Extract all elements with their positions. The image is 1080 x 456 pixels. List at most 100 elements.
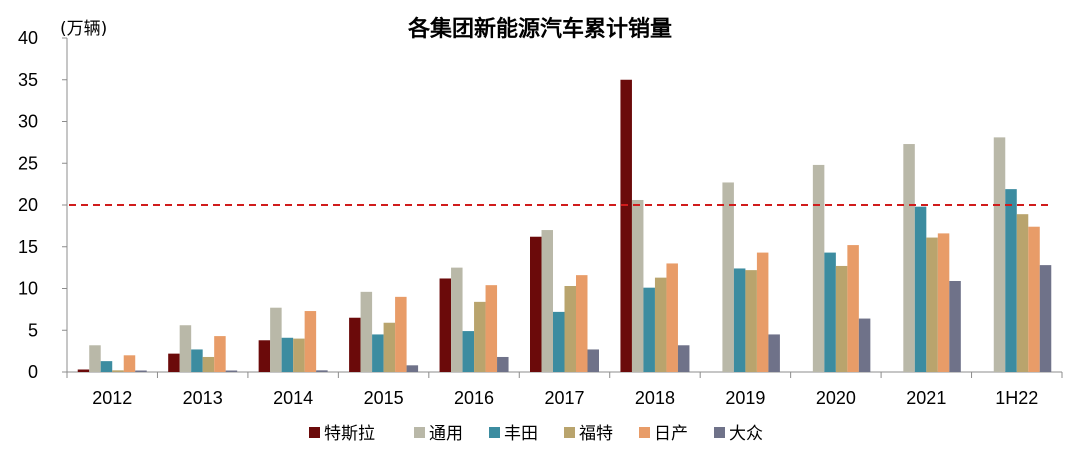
legend-swatch-大众 — [714, 427, 725, 438]
x-tick-label: 2012 — [92, 388, 132, 408]
bar-大众-2018 — [677, 345, 690, 372]
x-tick-label: 2016 — [454, 388, 494, 408]
bar-日产-2020 — [847, 245, 859, 372]
bar-丰田-2017 — [553, 311, 565, 372]
bar-日产-2013 — [214, 336, 226, 372]
bar-丰田-2020 — [824, 252, 836, 372]
bar-通用-2012 — [89, 345, 101, 372]
y-axis-unit-label: (万辆) — [60, 19, 107, 39]
x-tick-label: 2013 — [183, 388, 223, 408]
legend-swatch-丰田 — [489, 427, 500, 438]
bar-福特-2013 — [202, 356, 215, 372]
x-tick-label: 2014 — [273, 388, 313, 408]
bar-日产-2019 — [756, 252, 769, 372]
legend-label-特斯拉: 特斯拉 — [324, 424, 375, 444]
bar-特斯拉-2016 — [439, 278, 452, 372]
bar-福特-2017 — [564, 286, 576, 372]
bar-大众-2015 — [406, 365, 419, 372]
y-tick-label: 20 — [18, 195, 38, 215]
bars-group — [77, 79, 1052, 373]
bar-丰田-2012 — [100, 361, 113, 372]
bar-特斯拉-2013 — [168, 353, 180, 372]
bar-特斯拉-2015 — [349, 317, 361, 372]
x-tick-label: 2018 — [635, 388, 675, 408]
legend-swatch-日产 — [639, 427, 650, 438]
bar-大众-2017 — [587, 349, 599, 372]
bar-大众-2014 — [316, 370, 328, 372]
bar-通用-2015 — [360, 291, 373, 372]
y-tick-label: 35 — [18, 70, 38, 90]
bar-福特-2014 — [293, 338, 305, 372]
bar-福特-2016 — [474, 301, 486, 372]
bar-日产-2012 — [123, 355, 136, 372]
bar-日产-2015 — [395, 296, 407, 372]
bar-特斯拉-2018 — [620, 79, 632, 372]
bar-大众-2019 — [768, 334, 780, 372]
x-tick-label: 2021 — [906, 388, 946, 408]
bar-福特-2021 — [926, 237, 938, 372]
bar-福特-2020 — [835, 265, 848, 372]
bar-丰田-2013 — [191, 349, 203, 372]
bar-福特-2012 — [112, 370, 124, 372]
bar-通用-2016 — [451, 267, 463, 373]
x-tick-label: 2015 — [364, 388, 404, 408]
bar-通用-2021 — [903, 144, 915, 372]
bar-大众-1H22 — [1039, 265, 1052, 372]
bar-福特-2018 — [654, 277, 667, 372]
bar-丰田-2016 — [462, 331, 475, 372]
y-tick-label: 40 — [18, 28, 38, 48]
bar-丰田-1H22 — [1005, 189, 1017, 372]
x-tick-label: 2017 — [544, 388, 584, 408]
x-tick-label: 2019 — [725, 388, 765, 408]
bar-丰田-2019 — [733, 268, 746, 372]
bar-日产-2017 — [576, 275, 588, 372]
y-tick-label: 5 — [28, 320, 38, 340]
bar-日产-2018 — [666, 263, 678, 372]
y-tick-label: 0 — [28, 362, 38, 382]
y-axis: 0 5 10 15 20 25 30 35 40 — [18, 28, 68, 382]
bar-通用-2013 — [179, 325, 192, 372]
legend-label-日产: 日产 — [654, 424, 688, 444]
legend-label-丰田: 丰田 — [504, 424, 538, 444]
x-tick-label: 1H22 — [995, 388, 1038, 408]
legend-swatch-福特 — [564, 427, 575, 438]
bar-日产-2021 — [937, 233, 950, 372]
bar-通用-2018 — [631, 199, 644, 372]
legend-label-福特: 福特 — [579, 424, 613, 444]
bar-通用-2017 — [541, 230, 553, 372]
bar-日产-2016 — [485, 285, 498, 372]
bar-通用-1H22 — [993, 137, 1006, 372]
bar-大众-2016 — [497, 356, 509, 372]
bar-丰田-2015 — [372, 334, 384, 372]
bar-福特-2015 — [383, 322, 396, 372]
x-axis: 2012 2013 2014 2015 2016 2017 2018 2019 2020 2021… — [66, 371, 1063, 408]
bar-丰田-2021 — [914, 206, 927, 372]
bar-通用-2019 — [722, 182, 734, 372]
bar-大众-2020 — [858, 318, 871, 372]
bar-丰田-2014 — [281, 337, 294, 372]
bar-福特-2019 — [745, 270, 757, 372]
legend-swatch-特斯拉 — [309, 427, 320, 438]
bar-日产-1H22 — [1028, 226, 1040, 372]
bar-大众-2013 — [225, 370, 238, 372]
legend: 特斯拉 通用 丰田 福特 日产 大众 — [309, 424, 763, 444]
chart-title: 各集团新能源汽车累计销量 — [407, 16, 672, 42]
bar-特斯拉-2017 — [530, 236, 542, 372]
legend-swatch-通用 — [414, 427, 425, 438]
y-tick-label: 15 — [18, 237, 38, 257]
bar-福特-1H22 — [1016, 214, 1029, 372]
bar-丰田-2018 — [643, 287, 655, 372]
bar-日产-2014 — [304, 311, 317, 372]
y-tick-label: 10 — [18, 279, 38, 299]
legend-label-大众: 大众 — [729, 424, 763, 444]
y-tick-label: 25 — [18, 153, 38, 173]
y-tick-label: 30 — [18, 112, 38, 132]
x-tick-label: 2020 — [816, 388, 856, 408]
bar-通用-2014 — [270, 307, 282, 372]
bar-通用-2020 — [812, 164, 825, 372]
bar-大众-2012 — [135, 370, 147, 372]
bar-大众-2021 — [949, 280, 961, 372]
bar-特斯拉-2012 — [77, 369, 90, 372]
legend-label-通用: 通用 — [429, 424, 463, 444]
